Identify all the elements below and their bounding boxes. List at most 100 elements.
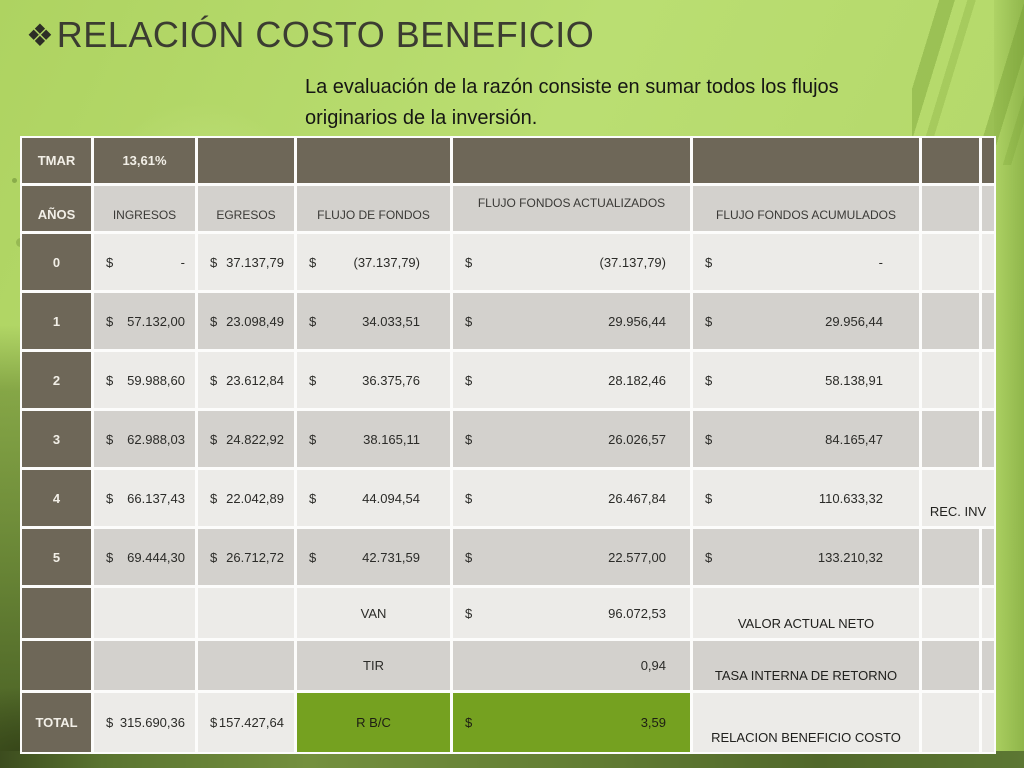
van-label-cell: VAN [297, 588, 450, 638]
currency-symbol: $ [465, 549, 473, 565]
cell-value: (37.137,79) [353, 254, 421, 270]
rec-inv-cell: REC. INV [922, 470, 994, 526]
column-header-years: AÑOS [22, 186, 91, 231]
total-ingresos-cell: $315.690,36 [94, 693, 195, 752]
background-left-wash [0, 325, 21, 768]
van-value-cell: $96.072,53 [453, 588, 690, 638]
flujo-cell: $42.731,59 [297, 529, 450, 585]
currency-symbol: $ [465, 431, 473, 447]
tmar-empty-cell [922, 138, 979, 183]
cell-value: 34.033,51 [362, 313, 420, 329]
currency-symbol: $ [465, 372, 473, 388]
currency-symbol: $ [309, 431, 317, 447]
currency-symbol: $ [106, 715, 114, 730]
empty-cell [982, 411, 994, 467]
ingresos-cell: $69.444,30 [94, 529, 195, 585]
tmar-empty-cell [297, 138, 450, 183]
column-header-flujo-acumulados: FLUJO FONDOS ACUMULADOS [693, 186, 919, 231]
cell-value: 315.690,36 [119, 715, 185, 730]
cell-value: 23.098,49 [226, 313, 284, 329]
cell-value: 29.956,44 [608, 313, 666, 329]
currency-symbol: $ [309, 549, 317, 565]
tmar-value-cell: 13,61% [94, 138, 195, 183]
currency-symbol: $ [465, 313, 473, 329]
currency-symbol: $ [106, 549, 114, 565]
currency-symbol: $ [465, 605, 473, 621]
acumulados-cell: $133.210,32 [693, 529, 919, 585]
cell-value: 3,59 [640, 715, 666, 730]
empty-cell [922, 641, 979, 690]
currency-symbol: $ [705, 313, 713, 329]
rbc-note-cell: RELACION BENEFICIO COSTO [693, 693, 919, 752]
rbc-value-cell: $3,59 [453, 693, 690, 752]
cell-value: 62.988,03 [127, 431, 185, 447]
cell-value: 42.731,59 [362, 549, 420, 565]
actualizados-cell: $22.577,00 [453, 529, 690, 585]
cell-value: - [180, 254, 185, 270]
subtitle: La evaluación de la razón consiste en su… [305, 72, 955, 134]
cell-value: 59.988,60 [127, 372, 185, 388]
empty-cell [982, 693, 994, 752]
flujo-cell: $38.165,11 [297, 411, 450, 467]
empty-cell [922, 529, 979, 585]
ingresos-cell: $59.988,60 [94, 352, 195, 408]
cell-value: 133.210,32 [817, 549, 883, 565]
flujo-cell: $36.375,76 [297, 352, 450, 408]
egresos-cell: $24.822,92 [198, 411, 294, 467]
column-header-flujo-de-fondos: FLUJO DE FONDOS [297, 186, 450, 231]
header-empty-cell [982, 186, 994, 231]
column-header-flujo-actualizados: FLUJO FONDOS ACTUALIZADOS [453, 186, 690, 231]
acumulados-cell: $ - [693, 234, 919, 290]
tmar-label-cell: TMAR [22, 138, 91, 183]
cell-value: 26.712,72 [226, 549, 284, 565]
cell-value: 66.137,43 [127, 490, 185, 506]
diamond-bullet-icon: ❖ [26, 17, 54, 53]
tmar-empty-cell [453, 138, 690, 183]
cell-value: 0,94 [640, 658, 666, 673]
tmar-empty-cell [198, 138, 294, 183]
currency-symbol: $ [705, 490, 713, 506]
cell-value: 110.633,32 [818, 490, 883, 506]
actualizados-cell: $28.182,46 [453, 352, 690, 408]
empty-cell [982, 234, 994, 290]
cell-value: (37.137,79) [599, 254, 667, 270]
tir-value-cell: 0,94 [453, 641, 690, 690]
cell-value: 57.132,00 [127, 313, 185, 329]
egresos-cell: $37.137,79 [198, 234, 294, 290]
year-cell: 2 [22, 352, 91, 408]
currency-symbol: $ [705, 254, 713, 270]
currency-symbol: $ [705, 372, 713, 388]
cell-value: 24.822,92 [226, 431, 284, 447]
egresos-cell: $23.612,84 [198, 352, 294, 408]
tir-label-cell: TIR [297, 641, 450, 690]
actualizados-cell: $ (37.137,79) [453, 234, 690, 290]
currency-symbol: $ [210, 254, 218, 270]
currency-symbol: $ [705, 549, 713, 565]
currency-symbol: $ [210, 313, 218, 329]
acumulados-cell: $58.138,91 [693, 352, 919, 408]
currency-symbol: $ [210, 372, 218, 388]
currency-symbol: $ [309, 490, 317, 506]
cell-value: 37.137,79 [226, 254, 284, 270]
empty-cell [922, 411, 979, 467]
ingresos-cell: $66.137,43 [94, 470, 195, 526]
actualizados-cell: $26.467,84 [453, 470, 690, 526]
tmar-empty-cell [982, 138, 994, 183]
tir-note-cell: TASA INTERNA DE RETORNO [693, 641, 919, 690]
cell-value: 157.427,64 [218, 715, 284, 730]
total-label-cell: TOTAL [22, 693, 91, 752]
egresos-cell: $26.712,72 [198, 529, 294, 585]
empty-cell [198, 641, 294, 690]
year-cell: 1 [22, 293, 91, 349]
currency-symbol: $ [465, 490, 473, 506]
empty-cell [922, 234, 979, 290]
cell-value: 84.165,47 [825, 431, 883, 447]
cell-value: 22.042,89 [226, 490, 284, 506]
ingresos-cell: $57.132,00 [94, 293, 195, 349]
cell-value: 69.444,30 [127, 549, 185, 565]
empty-cell [922, 293, 979, 349]
currency-symbol: $ [705, 431, 713, 447]
actualizados-cell: $29.956,44 [453, 293, 690, 349]
cell-value: 38.165,11 [363, 431, 420, 447]
